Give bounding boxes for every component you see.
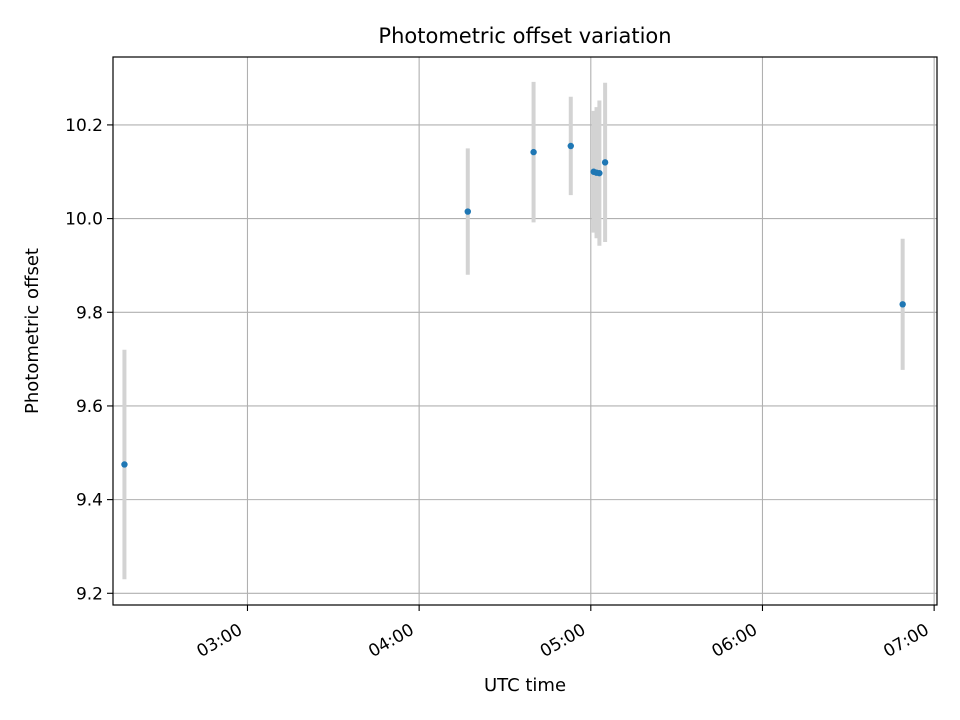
data-points [121, 142, 906, 468]
y-axis-label: Photometric offset [22, 248, 43, 414]
grid [113, 57, 937, 605]
y-tick-label: 9.8 [76, 303, 103, 323]
data-point [596, 169, 603, 177]
y-tick-label: 9.4 [76, 491, 103, 511]
x-axis-label: UTC time [484, 675, 566, 696]
y-tick-label: 10.0 [65, 210, 103, 230]
y-axis-ticks: 9.2 9.4 9.6 9.8 10.0 10.2 [65, 116, 113, 604]
data-point [530, 148, 537, 156]
data-point [464, 208, 471, 215]
chart-title: Photometric offset variation [378, 24, 671, 48]
y-tick-label: 10.2 [65, 116, 103, 136]
data-point [567, 142, 574, 150]
y-tick-label: 9.2 [76, 584, 103, 604]
plot-frame [112, 56, 938, 606]
data-point [121, 461, 128, 468]
data-point [601, 159, 609, 166]
plot-area [113, 57, 937, 605]
data-point [899, 301, 906, 308]
y-tick-label: 9.6 [76, 397, 103, 417]
